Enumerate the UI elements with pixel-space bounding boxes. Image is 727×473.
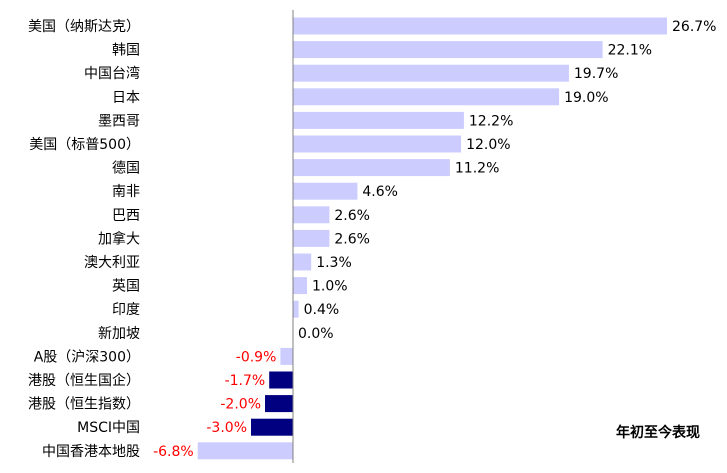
bar-17 bbox=[251, 418, 293, 436]
value-label-6: 11.2% bbox=[455, 161, 499, 177]
bar-16 bbox=[265, 395, 293, 413]
bars-group bbox=[197, 17, 667, 460]
value-label-11: 1.0% bbox=[312, 279, 348, 295]
bar-14 bbox=[280, 347, 293, 365]
category-label-9: 加拿大 bbox=[98, 230, 140, 247]
category-label-3: 日本 bbox=[112, 90, 140, 106]
value-label-9: 2.6% bbox=[334, 231, 370, 247]
category-label-13: 新加坡 bbox=[98, 326, 140, 342]
bar-0 bbox=[293, 17, 667, 35]
bar-10 bbox=[293, 253, 312, 271]
value-label-4: 12.2% bbox=[469, 113, 513, 129]
category-label-0: 美国（纳斯达克） bbox=[28, 19, 140, 35]
bar-11 bbox=[293, 277, 307, 295]
value-label-7: 4.6% bbox=[362, 184, 398, 200]
value-label-17: -3.0% bbox=[206, 420, 247, 436]
value-label-18: -6.8% bbox=[153, 444, 194, 460]
category-label-16: 港股（恒生指数） bbox=[28, 397, 140, 413]
category-label-4: 墨西哥 bbox=[98, 113, 140, 129]
value-label-1: 22.1% bbox=[608, 43, 652, 59]
bar-6 bbox=[293, 159, 450, 177]
bar-1 bbox=[293, 41, 603, 59]
bar-9 bbox=[293, 229, 330, 247]
bar-2 bbox=[293, 64, 569, 82]
category-label-8: 巴西 bbox=[112, 208, 140, 224]
bar-5 bbox=[293, 135, 462, 153]
category-label-15: 港股（恒生国企） bbox=[28, 372, 140, 389]
category-label-17: MSCI中国 bbox=[77, 420, 140, 436]
bar-3 bbox=[293, 88, 560, 106]
value-label-8: 2.6% bbox=[334, 208, 370, 224]
category-label-1: 韩国 bbox=[112, 43, 140, 59]
category-label-6: 德国 bbox=[112, 161, 140, 177]
category-label-18: 中国香港本地股 bbox=[42, 444, 140, 460]
category-label-10: 澳大利亚 bbox=[84, 255, 140, 271]
value-label-14: -0.9% bbox=[236, 349, 277, 365]
bar-18 bbox=[197, 442, 293, 460]
value-label-10: 1.3% bbox=[316, 255, 352, 271]
value-label-16: -2.0% bbox=[220, 397, 261, 413]
category-label-14: A股（沪深300） bbox=[34, 349, 140, 365]
value-label-15: -1.7% bbox=[225, 373, 266, 389]
category-label-7: 南非 bbox=[112, 184, 140, 200]
bar-8 bbox=[293, 206, 330, 224]
value-label-0: 26.7% bbox=[672, 19, 716, 35]
value-label-5: 12.0% bbox=[466, 137, 510, 153]
bar-7 bbox=[293, 182, 358, 200]
value-label-13: 0.0% bbox=[298, 326, 334, 342]
bar-15 bbox=[269, 371, 293, 389]
category-label-11: 英国 bbox=[112, 278, 140, 295]
category-label-5: 美国（标普500） bbox=[29, 137, 140, 153]
value-label-3: 19.0% bbox=[564, 90, 608, 106]
value-label-12: 0.4% bbox=[304, 302, 340, 318]
bar-12 bbox=[293, 300, 299, 318]
legend-note: 年初至今表现 bbox=[616, 424, 700, 441]
category-label-12: 印度 bbox=[112, 302, 140, 318]
bar-4 bbox=[293, 111, 464, 129]
category-label-2: 中国台湾 bbox=[84, 65, 140, 82]
value-labels-group: 26.7% 22.1% 19.7% 19.0% 12.2% 12.0% 11.2% 4.6% 2… bbox=[153, 19, 716, 460]
value-label-2: 19.7% bbox=[574, 66, 618, 82]
